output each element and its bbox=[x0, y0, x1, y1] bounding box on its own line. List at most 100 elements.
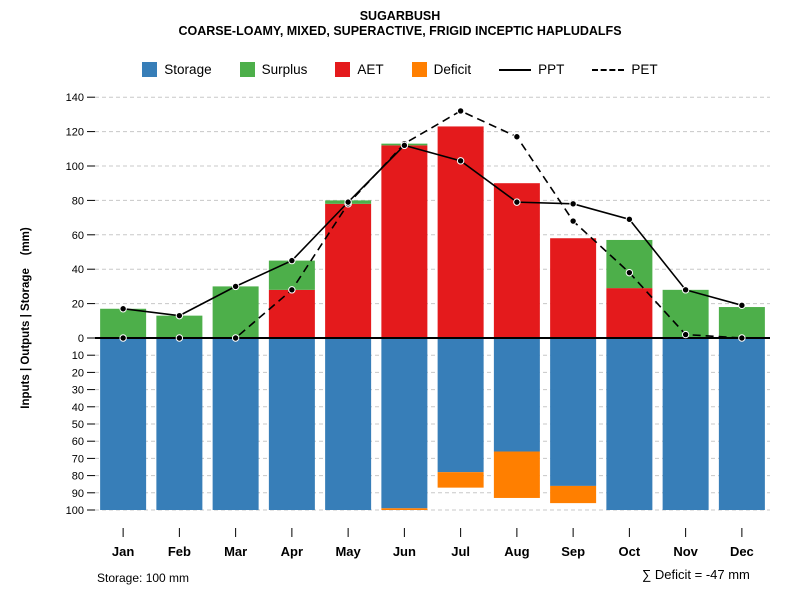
x-tick-label: Oct bbox=[619, 544, 641, 559]
storage-bar bbox=[381, 338, 428, 509]
storage-bar bbox=[662, 338, 709, 510]
storage-bar bbox=[268, 338, 315, 510]
x-tick-label: Jan bbox=[112, 544, 134, 559]
chart-subtitle: COARSE-LOAMY, MIXED, SUPERACTIVE, FRIGID… bbox=[178, 24, 622, 38]
x-tick-label: Jul bbox=[451, 544, 470, 559]
legend-swatch-storage bbox=[142, 62, 158, 77]
y-tick-label: 20 bbox=[72, 367, 84, 379]
y-tick-label: 90 bbox=[72, 488, 84, 500]
ppt-line bbox=[123, 144, 743, 317]
legend-line-ppt bbox=[499, 68, 532, 71]
x-tick-label: Aug bbox=[504, 544, 529, 559]
ppt-point bbox=[569, 200, 577, 208]
y-tick-label: 0 bbox=[78, 333, 84, 345]
legend-item-deficit: Deficit bbox=[411, 62, 472, 77]
x-tick-label: Feb bbox=[168, 544, 191, 559]
x-axis: Jan Feb Mar Apr May Jun Jul Aug Sep Oct Nov Dec bbox=[112, 528, 754, 559]
surplus-bar bbox=[268, 260, 315, 290]
aet-bar bbox=[550, 238, 597, 338]
ppt-point bbox=[400, 141, 409, 150]
y-tick-label: 60 bbox=[72, 436, 84, 448]
y-tick-label: 80 bbox=[72, 195, 84, 207]
ppt-point bbox=[175, 311, 184, 320]
surplus-bar bbox=[718, 307, 765, 338]
storage-note: Storage: 100 mm bbox=[97, 571, 190, 585]
legend-item-pet: PET bbox=[592, 62, 658, 77]
legend-swatch-deficit bbox=[411, 62, 427, 77]
x-tick-label: May bbox=[335, 544, 361, 559]
ppt-point bbox=[456, 157, 465, 165]
aet-bar bbox=[268, 289, 315, 338]
pet-line bbox=[123, 110, 742, 339]
deficit-bar bbox=[381, 508, 428, 510]
ppt-point bbox=[681, 286, 690, 294]
storage-bar bbox=[156, 338, 203, 510]
legend: Storage Surplus AET Deficit PPT PET bbox=[0, 62, 800, 77]
gridlines bbox=[95, 96, 770, 511]
y-tick-label: 120 bbox=[66, 127, 84, 139]
storage-bar bbox=[325, 338, 372, 510]
chart-title: SUGARBUSH bbox=[359, 9, 441, 23]
pet-point bbox=[175, 334, 184, 342]
y-tick-label: 70 bbox=[72, 453, 84, 465]
pet-point bbox=[513, 133, 521, 141]
aet-bar bbox=[325, 203, 372, 338]
deficit-total: ∑ Deficit = -47 mm bbox=[642, 567, 750, 582]
storage-bar bbox=[606, 338, 653, 510]
y-tick-label: 80 bbox=[72, 471, 84, 483]
legend-label: PET bbox=[631, 62, 658, 77]
deficit-bar bbox=[493, 451, 540, 498]
y-tick-label: 20 bbox=[72, 299, 84, 311]
bars-layer bbox=[100, 126, 765, 510]
pet-point bbox=[288, 286, 296, 294]
y-tick-label: 40 bbox=[72, 264, 84, 276]
legend-label: Deficit bbox=[433, 62, 472, 77]
y-axis: 0 20 40 60 80 100 120 140 10 20 30 40 50 60 70 80 90 100 bbox=[66, 92, 95, 517]
ppt-point bbox=[738, 301, 746, 310]
x-tick-label: Mar bbox=[224, 544, 247, 559]
legend-swatch-surplus bbox=[239, 62, 255, 77]
pet-point bbox=[231, 334, 240, 342]
y-tick-label: 40 bbox=[72, 402, 84, 414]
legend-swatch-aet bbox=[335, 62, 351, 77]
storage-bar bbox=[100, 338, 147, 510]
y-tick-label: 30 bbox=[72, 385, 84, 397]
chart-canvas: 0 20 40 60 80 100 120 140 10 20 30 40 50 60 70 80 90 100 J… bbox=[66, 92, 770, 559]
x-tick-label: Jun bbox=[393, 544, 416, 559]
ppt-point bbox=[625, 215, 634, 224]
pet-point bbox=[119, 334, 127, 342]
x-tick-label: Dec bbox=[730, 544, 754, 559]
pet-point bbox=[681, 330, 690, 339]
x-tick-label: Apr bbox=[281, 544, 303, 559]
legend-item-ppt: PPT bbox=[499, 62, 564, 77]
ppt-point bbox=[119, 305, 127, 313]
surplus-bar bbox=[662, 289, 709, 338]
legend-label: Surplus bbox=[261, 62, 308, 77]
aet-bar bbox=[606, 288, 653, 338]
ppt-point bbox=[288, 256, 296, 265]
ppt-point bbox=[231, 282, 240, 291]
pet-point bbox=[625, 268, 634, 277]
y-tick-label: 140 bbox=[66, 92, 84, 104]
legend-label: Storage bbox=[164, 62, 212, 77]
storage-bar bbox=[212, 338, 259, 510]
aet-bar bbox=[493, 183, 540, 338]
x-tick-label: Sep bbox=[561, 544, 585, 559]
ppt-point bbox=[513, 198, 521, 206]
deficit-bar bbox=[437, 472, 484, 488]
storage-bar bbox=[493, 338, 540, 452]
y-tick-label: 50 bbox=[72, 419, 84, 431]
legend-label: AET bbox=[357, 62, 384, 77]
storage-bar bbox=[718, 338, 765, 510]
surplus-bar bbox=[606, 239, 653, 289]
pet-point bbox=[738, 334, 746, 342]
legend-line-pet bbox=[592, 68, 625, 71]
x-tick-label: Nov bbox=[673, 544, 698, 559]
pet-point bbox=[569, 217, 577, 225]
y-tick-label: 60 bbox=[72, 230, 84, 242]
legend-item-storage: Storage bbox=[142, 62, 212, 77]
y-tick-label: 10 bbox=[72, 350, 84, 362]
storage-bar bbox=[550, 338, 597, 486]
surplus-bar bbox=[156, 315, 203, 338]
